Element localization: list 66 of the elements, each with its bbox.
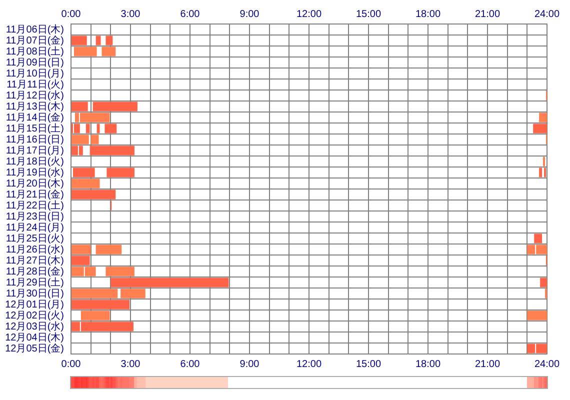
x-tick-label: 12:00: [296, 358, 322, 370]
x2-tick-label: 15:00: [356, 8, 382, 20]
y-tick-label: 11月26日(水): [6, 243, 64, 256]
y-tick-label: 11月19日(水): [6, 166, 64, 178]
y-tick-label: 11月09日(日): [6, 57, 64, 68]
bar: [72, 256, 90, 266]
x-tick-label: 24:00: [534, 358, 560, 370]
y-tick-label: 11月14日(金): [6, 111, 64, 124]
y-tick-label: 12月02日(火): [5, 309, 64, 322]
y-tick-label: 11月27日(木): [6, 254, 64, 266]
bar: [72, 300, 130, 310]
y-tick-label: 12月03日(水): [5, 320, 64, 332]
x-tick-label: 15:00: [356, 358, 382, 370]
x-tick-label: 9:00: [240, 358, 260, 370]
y-tick-label: 12月04日(木): [5, 331, 64, 344]
y-tick-label: 11月06日(木): [6, 23, 64, 36]
y-tick-label: 11月22日(土): [6, 199, 64, 212]
bar: [74, 124, 80, 134]
bar: [539, 112, 547, 122]
bar: [534, 234, 542, 244]
y-tick-label: 11月17日(月): [6, 145, 64, 156]
y-tick-label: 11月18日(火): [6, 155, 64, 168]
x2-tick-label: 9:00: [240, 8, 260, 20]
y-tick-label: 11月12日(水): [6, 89, 64, 102]
bar: [110, 278, 229, 288]
y-tick-label: 11月21日(金): [6, 188, 64, 200]
x2-tick-label: 3:00: [120, 8, 141, 20]
y-tick-label: 12月05日(金): [5, 342, 64, 354]
bar: [92, 102, 138, 112]
bar: [104, 124, 117, 134]
x-tick-label: 3:00: [120, 358, 141, 370]
y-tick-label: 11月25日(火): [6, 232, 64, 244]
y-tick-label: 11月13日(木): [6, 100, 64, 112]
y-tick-label: 11月30日(日): [6, 288, 64, 300]
y-tick-label: 12月01日(月): [5, 299, 64, 310]
x2-tick-label: 21:00: [474, 8, 500, 20]
x2-tick-label: 0:00: [61, 8, 82, 20]
x2-tick-label: 12:00: [296, 8, 322, 20]
bar: [72, 168, 95, 178]
x-tick-label: 21:00: [474, 358, 500, 370]
bar: [72, 102, 88, 112]
y-tick-label: 11月10日(月): [6, 68, 64, 80]
x-tick-label: 6:00: [180, 358, 200, 370]
x2-tick-label: 6:00: [180, 8, 200, 20]
y-tick-label: 11月29日(土): [6, 276, 64, 288]
x-tick-label: 18:00: [415, 358, 441, 370]
y-tick-label: 11月28日(金): [6, 265, 64, 278]
bar: [106, 266, 134, 276]
y-tick-label: 11月16日(日): [6, 134, 64, 146]
bar: [96, 36, 101, 46]
bar: [540, 278, 547, 288]
x2-tick-label: 18:00: [415, 8, 441, 20]
y-tick-label: 11月08日(土): [6, 45, 64, 58]
y-tick-label: 11月23日(日): [6, 211, 64, 222]
bar: [72, 190, 116, 200]
y-tick-label: 11月11日(火): [6, 78, 64, 90]
y-tick-label: 11月20日(木): [6, 177, 64, 190]
y-tick-label: 11月07日(金): [6, 34, 64, 46]
bar: [72, 36, 87, 46]
x2-tick-label: 24:00: [534, 8, 560, 20]
bar: [106, 168, 134, 178]
bar: [96, 124, 100, 134]
x-tick-label: 0:00: [61, 358, 82, 370]
y-tick-label: 11月24日(月): [6, 222, 64, 234]
y-tick-label: 11月15日(土): [6, 122, 64, 134]
bar: [533, 124, 547, 134]
